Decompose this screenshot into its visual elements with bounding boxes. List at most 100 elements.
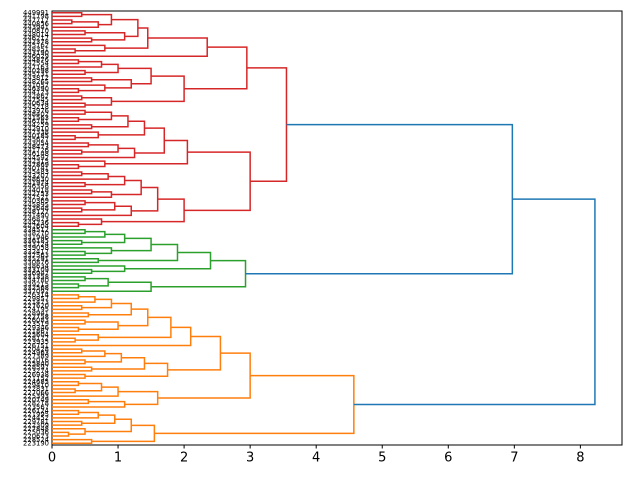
dendrogram-link	[81, 298, 113, 309]
dendrogram-link	[52, 221, 80, 227]
leaf-label: 222758	[23, 313, 49, 321]
leaf-label: 223567	[23, 403, 49, 411]
leaf-label: 446029	[23, 53, 49, 61]
leaf-label: 448127	[23, 208, 49, 216]
dendrogram-link	[52, 388, 76, 394]
leaf-label: 224195	[23, 306, 49, 314]
dendrogram-link	[118, 308, 149, 327]
leaf-label: 447869	[23, 161, 49, 169]
leaf-label: 222831	[23, 385, 49, 393]
dendrogram-link	[52, 230, 106, 238]
leaf-label: 446390	[23, 85, 49, 93]
leaf-label: 442604	[23, 222, 49, 230]
dendrogram-link	[52, 149, 83, 155]
leaf-label: 226938	[23, 371, 49, 379]
dendrogram-link	[52, 359, 86, 365]
dendrogram-link	[98, 120, 146, 136]
dendrogram-link	[52, 191, 113, 199]
x-tick-label: 7	[510, 451, 518, 466]
dendrogram-link	[85, 418, 133, 433]
leaf-label: 444876	[23, 56, 49, 64]
leaf-label: 440810	[23, 27, 49, 35]
leaf-label: 338634	[23, 262, 49, 270]
dendrogram-link	[184, 151, 251, 212]
leaf-label: 331946	[23, 233, 49, 241]
leaf-label: 444236	[23, 219, 49, 227]
dendrogram-link	[52, 350, 106, 358]
dendrogram-link	[52, 59, 80, 65]
dendrogram-link	[104, 27, 149, 49]
leaf-label: 224452	[23, 414, 49, 422]
dendrogram-link	[52, 431, 70, 437]
dendrogram-link	[52, 366, 93, 372]
dendrogram-link	[52, 348, 83, 354]
leaf-label: 445627	[23, 136, 49, 144]
x-tick-label: 3	[246, 451, 254, 466]
dendrogram-link	[52, 380, 80, 387]
leaf-label: 445731	[23, 71, 49, 79]
dendrogram-link	[85, 362, 169, 378]
leaf-label: 228597	[23, 364, 49, 372]
leaf-label: 447717	[23, 16, 49, 24]
leaf-label: 444123	[23, 89, 49, 97]
dendrogram-link	[52, 21, 99, 29]
dendrogram-link	[52, 409, 80, 416]
leaf-label: 226083	[23, 317, 49, 325]
dendrogram-link	[52, 399, 90, 405]
leaf-label: 229410	[23, 382, 49, 390]
leaf-label: 228941	[23, 309, 49, 317]
x-tick-label: 2	[180, 451, 188, 466]
dendrogram-link	[52, 438, 93, 444]
dendrogram-link	[52, 265, 126, 273]
leaf-label: 220749	[23, 396, 49, 404]
leaf-label: 333724	[23, 241, 49, 249]
dendrogram-link	[81, 233, 126, 244]
leaf-label: 443812	[23, 74, 49, 82]
dendrogram-link	[111, 237, 152, 252]
dendrogram-link	[52, 12, 83, 18]
dendrogram-link	[85, 175, 126, 186]
x-tick-label: 0	[48, 451, 56, 466]
leaf-label: 442378	[23, 38, 49, 46]
dendrogram-link	[52, 207, 83, 213]
leaf-label: 441057	[23, 81, 49, 89]
leaf-label: 337563	[23, 251, 49, 259]
leaf-label: 227620	[23, 302, 49, 310]
dendrogram-link	[52, 326, 80, 332]
dendrogram-link	[91, 78, 133, 89]
leaf-label: 334512	[23, 226, 49, 234]
leaf-label: 336947	[23, 270, 49, 278]
dendrogram-link	[167, 335, 222, 371]
leaf-label: 225604	[23, 331, 49, 339]
leaf-label: 229346	[23, 324, 49, 332]
dendrogram-link	[52, 60, 103, 68]
dendrogram-link	[52, 229, 86, 235]
leaf-label: 441798	[23, 13, 49, 21]
leaf-label: 228218	[23, 400, 49, 408]
dendrogram-link	[52, 102, 86, 108]
leaf-label: 226751	[23, 342, 49, 350]
leaf-label: 224963	[23, 349, 49, 357]
leaf-label: 446217	[23, 34, 49, 42]
leaf-label: 221473	[23, 298, 49, 306]
dendrogram-link	[52, 173, 109, 180]
leaf-label: 443648	[23, 204, 49, 212]
dendrogram-link	[52, 283, 80, 289]
dendrogram-link	[134, 127, 166, 154]
dendrogram-link	[88, 302, 133, 316]
dendrogram-link	[52, 163, 80, 170]
dendrogram-link	[184, 46, 248, 90]
dendrogram-link	[52, 326, 192, 347]
leaf-label: 339215	[23, 280, 49, 288]
dendrogram-link	[52, 135, 76, 141]
leaf-label: 447545	[23, 96, 49, 104]
leaf-label: 442315	[23, 157, 49, 165]
dendrogram-link	[52, 48, 76, 54]
dendrogram-link	[52, 218, 103, 226]
leaf-label: 444259	[23, 121, 49, 129]
dendrogram-link	[157, 352, 251, 399]
leaf-label: 222016	[23, 356, 49, 364]
leaf-label: 330876	[23, 259, 49, 267]
dendrogram-link	[151, 259, 247, 288]
leaf-label: 224685	[23, 378, 49, 386]
